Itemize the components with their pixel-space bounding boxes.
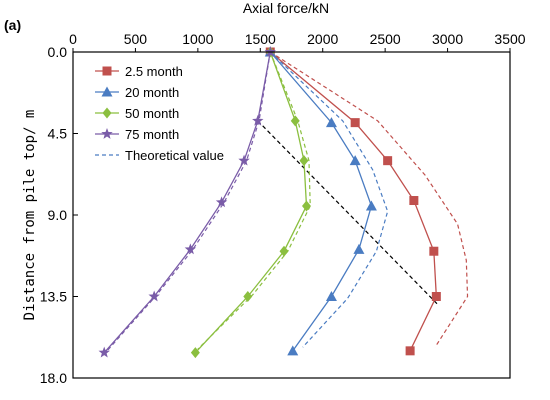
x-tick-label: 2000: [307, 31, 338, 47]
data-point-2-5-month: [383, 156, 393, 166]
data-point-75-month: [98, 346, 110, 358]
x-axis: 0 500 1000 1500 2000 2500 3000 3500: [69, 31, 526, 52]
x-tick-label: 2500: [370, 31, 401, 47]
data-point-2-5-month: [409, 196, 419, 206]
data-point-75-month: [215, 196, 228, 208]
x-axis-title: Axial force/kN: [243, 0, 329, 16]
legend-marker-50-month: [102, 107, 112, 119]
data-point-75-month: [184, 243, 197, 255]
x-tick-label: 3000: [432, 31, 463, 47]
series-line-20-month: [269, 51, 373, 352]
legend-marker-20-month: [101, 86, 113, 97]
legend-label-2-5-month: 2.5 month: [125, 64, 183, 79]
plot-content: [98, 46, 469, 359]
data-point-50-month: [299, 155, 309, 167]
black-dashed-line: [257, 120, 440, 306]
data-point-2-5-month: [405, 346, 415, 356]
data-point-2-5-month: [431, 292, 441, 301]
data-point-50-month: [279, 245, 289, 257]
legend-label-20-month: 20 month: [125, 85, 179, 100]
data-point-20-month: [365, 200, 377, 211]
data-point-20-month: [353, 243, 365, 254]
legend-theoretical-label: Theoretical value: [125, 148, 224, 163]
x-tick-label: 500: [124, 31, 148, 47]
data-point-20-month: [325, 291, 337, 301]
data-point-75-month: [238, 154, 250, 166]
legend-marker-2-5-month: [102, 66, 112, 76]
y-tick-label: 9.0: [48, 207, 68, 223]
x-tick-label: 0: [69, 31, 77, 47]
data-point-2-5-month: [350, 118, 360, 128]
data-point-20-month: [349, 155, 361, 166]
data-point-50-month: [290, 115, 300, 127]
data-point-50-month: [301, 200, 311, 212]
y-tick-label: 13.5: [40, 289, 67, 305]
plot-frame: [72, 51, 511, 379]
legend-label-75-month: 75 month: [125, 127, 179, 142]
series-line-50-month: [194, 51, 308, 354]
data-point-50-month: [243, 291, 253, 302]
x-tick-label: 1000: [182, 31, 213, 47]
data-point-20-month: [325, 117, 337, 128]
y-axis: 0.0 4.5 9.0 13.5 18.0: [40, 44, 78, 386]
y-tick-label: 18.0: [40, 370, 67, 386]
x-tick-label: 3500: [494, 31, 525, 47]
data-point-75-month: [148, 290, 160, 302]
y-axis-title: Distance from pile top/ m: [22, 110, 38, 321]
legend-label-50-month: 50 month: [125, 106, 179, 121]
legend-marker-75-month: [101, 128, 113, 139]
data-point-50-month: [190, 347, 200, 359]
x-tick-label: 1500: [245, 31, 276, 47]
panel-label: (a): [4, 17, 21, 33]
theory-line-20-month: [269, 51, 389, 348]
theory-line-2-5-month: [269, 51, 469, 348]
y-tick-label: 0.0: [48, 44, 68, 60]
legend: Theoretical value 2.5 month 20 month 50 mo…: [95, 64, 224, 163]
data-point-20-month: [287, 345, 299, 356]
y-tick-label: 4.5: [48, 126, 68, 142]
theory-line-50-month: [197, 51, 311, 350]
data-point-75-month: [252, 114, 264, 126]
data-point-2-5-month: [429, 246, 439, 256]
